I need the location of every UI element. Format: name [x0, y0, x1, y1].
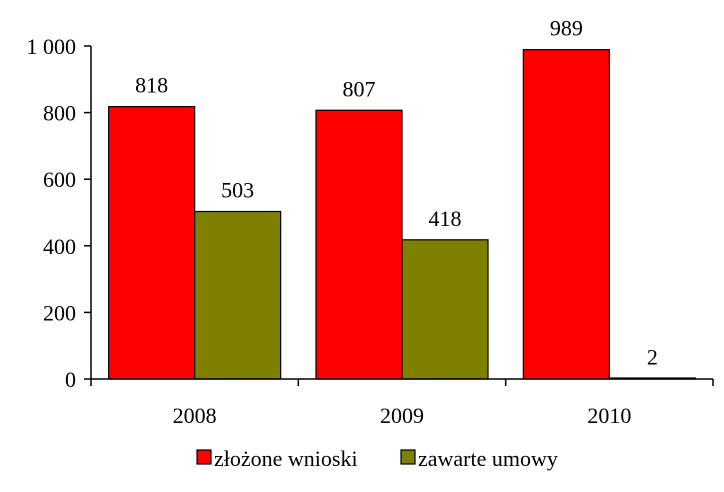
data-label-zlozone-wnioski-2010: 989 — [550, 16, 583, 41]
data-label-zawarte-umowy-2009: 418 — [429, 206, 462, 231]
bar-zlozone-wnioski-2009 — [315, 109, 403, 380]
x-axis-ticks: 2008 2009 2010 — [90, 379, 714, 428]
bar-zawarte-umowy-2008 — [194, 210, 282, 380]
x-tick-label-2008: 2008 — [173, 403, 217, 428]
bars-layer — [108, 49, 696, 380]
legend: złożone wnioski zawarte umowy — [196, 446, 558, 471]
y-tick-label: 600 — [43, 167, 76, 192]
data-label-zlozone-wnioski-2008: 818 — [135, 73, 168, 98]
legend-swatch-zawarte-umowy — [400, 449, 416, 465]
legend-label-zawarte-umowy: zawarte umowy — [418, 446, 558, 471]
y-tick-label: 400 — [43, 234, 76, 259]
bar-zlozone-wnioski-2010 — [522, 49, 610, 380]
y-tick-label: 200 — [43, 300, 76, 325]
data-label-zawarte-umowy-2010: 2 — [647, 344, 658, 369]
y-tick-label: 1 000 — [27, 34, 77, 59]
legend-swatch-zlozone-wnioski — [196, 449, 212, 465]
y-tick-label: 0 — [65, 367, 76, 392]
x-tick-label-2009: 2009 — [380, 403, 424, 428]
data-labels-layer: 818 503 807 418 989 2 — [135, 16, 658, 370]
data-label-zawarte-umowy-2008: 503 — [221, 178, 254, 203]
data-label-zlozone-wnioski-2009: 807 — [343, 76, 376, 101]
bar-zlozone-wnioski-2008 — [108, 106, 196, 380]
bar-zawarte-umowy-2009 — [401, 239, 489, 380]
y-axis-ticks: 0 200 400 600 800 1 000 — [27, 34, 91, 392]
y-tick-label: 800 — [43, 101, 76, 126]
x-tick-label-2010: 2010 — [587, 403, 631, 428]
legend-label-zlozone-wnioski: złożone wnioski — [214, 446, 358, 471]
